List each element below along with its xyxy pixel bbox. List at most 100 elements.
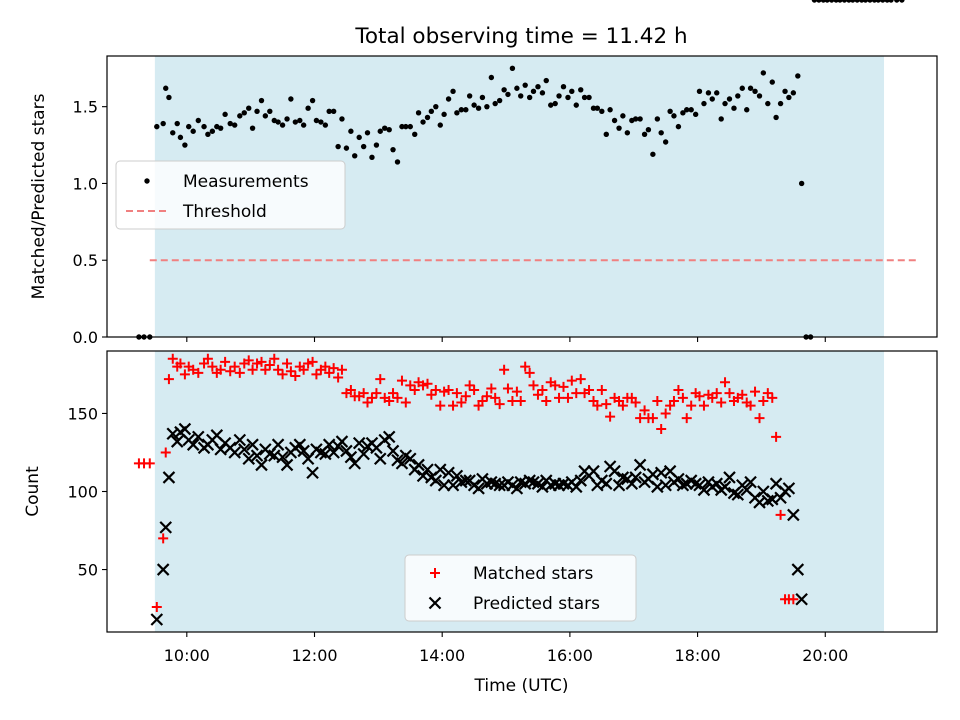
measurement-point xyxy=(441,111,447,118)
bottom-x-tick-label: 10:00 xyxy=(164,646,210,665)
matched-star-point xyxy=(532,389,543,400)
predicted-star-point xyxy=(787,508,800,522)
matched-star-point xyxy=(269,353,280,364)
measurement-point xyxy=(339,116,345,122)
measurement-point xyxy=(450,88,456,95)
predicted-star-point xyxy=(228,446,241,459)
matched-star-point xyxy=(175,358,186,369)
measurement-point xyxy=(773,114,779,121)
measurement-point xyxy=(373,142,380,148)
measurement-point xyxy=(154,123,160,130)
predicted-star-point xyxy=(612,478,626,492)
matched-star-point xyxy=(345,385,356,396)
predicted-star-point xyxy=(386,444,400,458)
predicted-star-point xyxy=(723,471,736,484)
predicted-star-point xyxy=(170,435,184,448)
x-axis-label: Time (UTC) xyxy=(474,676,569,696)
predicted-star-point xyxy=(697,483,711,497)
matched-star-point xyxy=(179,369,190,380)
measurement-point xyxy=(195,117,201,124)
measurement-point xyxy=(735,93,741,99)
measurement-point xyxy=(841,0,848,3)
measurement-point xyxy=(386,127,392,133)
matched-star-point xyxy=(448,400,459,411)
matched-star-point xyxy=(558,381,569,392)
matched-star-point xyxy=(737,389,748,400)
matched-star-point xyxy=(617,400,628,411)
matched-star-point xyxy=(673,385,684,396)
predicted-star-point xyxy=(280,458,294,472)
legend-measurement-marker xyxy=(144,178,150,184)
measurement-point xyxy=(603,131,609,138)
measurement-point xyxy=(222,111,228,118)
measurement-point xyxy=(632,116,639,122)
matched-star-point xyxy=(264,360,275,371)
measurement-point xyxy=(769,79,775,85)
measurement-point xyxy=(850,0,856,3)
matched-star-point xyxy=(193,367,204,378)
matched-star-point xyxy=(584,385,595,396)
measurement-point xyxy=(318,119,324,125)
bottom-x-tick-label: 16:00 xyxy=(547,646,593,665)
measurement-point xyxy=(275,119,281,125)
matched-star-point xyxy=(371,388,382,399)
measurement-point xyxy=(696,88,703,95)
matched-star-point xyxy=(469,385,480,396)
predicted-star-point xyxy=(159,521,173,534)
legend-matched-marker xyxy=(430,568,440,578)
matched-star-point xyxy=(215,364,226,375)
measurement-point xyxy=(484,103,490,110)
measurement-point xyxy=(377,128,383,134)
measurement-point xyxy=(744,107,750,113)
matched-star-point xyxy=(400,397,411,408)
measurement-point xyxy=(170,130,176,136)
measurement-point xyxy=(752,88,758,95)
predicted-star-point xyxy=(791,563,805,576)
measurement-point xyxy=(680,110,686,116)
measurement-point xyxy=(875,0,881,3)
predicted-star-point xyxy=(373,452,387,465)
matched-star-point xyxy=(207,361,218,372)
matched-star-point xyxy=(439,386,450,397)
bottom-y-tick-label: 150 xyxy=(67,404,98,423)
measurement-point xyxy=(267,108,273,114)
legend-predicted-label: Predicted stars xyxy=(473,594,600,614)
measurement-point xyxy=(475,105,482,111)
matched-star-point xyxy=(277,369,288,380)
bottom-y-axis: 50 100 150 xyxy=(67,404,107,580)
measurement-point xyxy=(756,93,763,99)
matched-star-point xyxy=(375,374,386,385)
measurement-point xyxy=(782,88,788,95)
predicted-star-point xyxy=(574,474,588,487)
matched-star-point xyxy=(430,385,441,396)
measurement-point xyxy=(586,94,592,101)
measurement-point xyxy=(880,0,886,3)
matched-star-point xyxy=(160,447,171,458)
measurement-point xyxy=(611,117,618,124)
measurement-point xyxy=(433,103,439,110)
matched-star-point xyxy=(490,392,501,403)
predicted-star-point xyxy=(744,475,757,489)
predicted-star-point xyxy=(672,472,685,486)
measurement-point xyxy=(569,88,575,95)
predicted-star-point xyxy=(271,438,285,451)
bottom-y-axis-label: Count xyxy=(23,466,43,517)
predicted-star-point xyxy=(710,477,724,490)
predicted-star-point xyxy=(795,592,808,606)
measurement-point xyxy=(760,70,767,76)
matched-star-point xyxy=(647,413,658,424)
measurement-point xyxy=(795,73,801,79)
matched-star-point xyxy=(694,391,705,402)
measurement-point xyxy=(412,131,418,138)
matched-star-point xyxy=(456,397,467,408)
measurement-point xyxy=(505,91,511,98)
matched-star-point xyxy=(324,367,335,378)
measurement-point xyxy=(360,143,367,150)
predicted-star-point xyxy=(214,443,227,456)
legend-predicted-marker xyxy=(428,596,442,610)
measurement-point xyxy=(522,82,528,88)
matched-star-point xyxy=(639,405,650,416)
matched-star-point xyxy=(285,366,296,377)
measurement-point xyxy=(662,139,669,145)
predicted-star-point xyxy=(297,444,310,458)
